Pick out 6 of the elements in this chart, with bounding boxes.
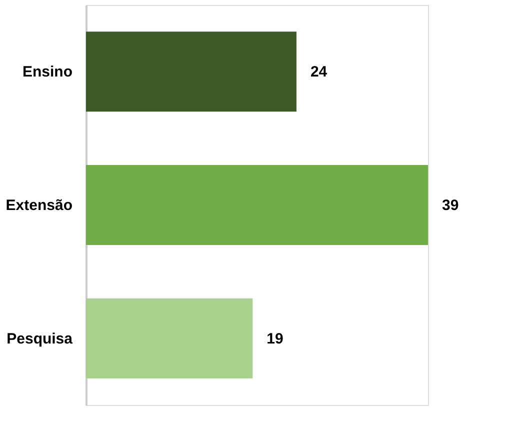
data-label: 19 [266,330,284,348]
data-label: 24 [310,64,328,81]
y-tick-label: Pesquisa [6,330,74,348]
y-tick-label: Extensão [6,197,72,214]
y-tick-label: Ensino [22,64,72,81]
data-label: 39 [442,197,459,214]
